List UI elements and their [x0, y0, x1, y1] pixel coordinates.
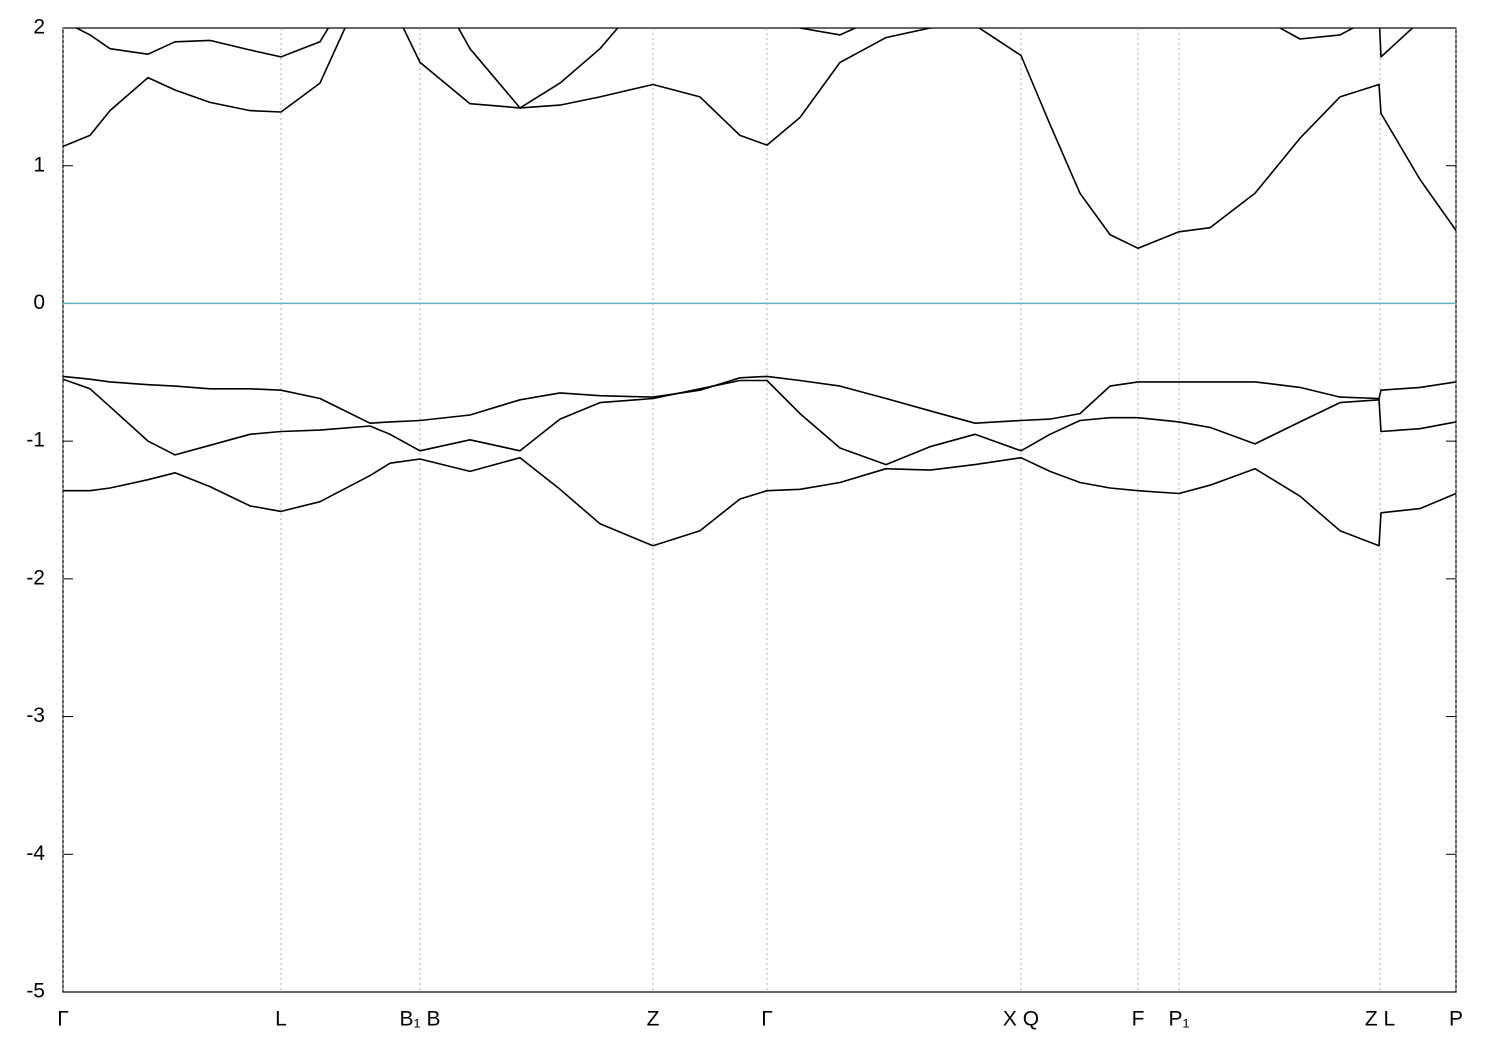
x-tick-label: X Q: [1003, 1008, 1039, 1031]
y-tick-label: -1: [26, 429, 45, 452]
x-tick-label: Γ: [761, 1008, 773, 1031]
x-tick-label: Z L: [1365, 1008, 1395, 1031]
band-line: [63, 456, 1456, 547]
x-tick-label: P₁: [1168, 1008, 1189, 1031]
y-tick-label: 2: [33, 16, 45, 39]
x-tick-label: L: [275, 1008, 287, 1031]
y-tick-label: 0: [33, 291, 45, 314]
x-tick-label: F: [1132, 1008, 1145, 1031]
band-line: [63, 378, 1456, 466]
y-tick-label: -4: [26, 842, 45, 865]
x-tick-label: Γ: [57, 1008, 69, 1031]
y-tick-label: -2: [26, 566, 45, 589]
band-line: [63, 28, 1456, 250]
y-tick-label: -3: [26, 704, 45, 727]
band-line: [63, 375, 1456, 424]
x-tick-label: B₁ B: [400, 1008, 441, 1031]
y-tick-label: 1: [33, 153, 45, 176]
band-line: [74, 28, 1414, 109]
x-tick-label: Z: [647, 1008, 660, 1031]
y-tick-label: -5: [26, 980, 45, 1003]
plot-area: [63, 28, 1456, 547]
x-tick-label: P: [1449, 1008, 1463, 1031]
